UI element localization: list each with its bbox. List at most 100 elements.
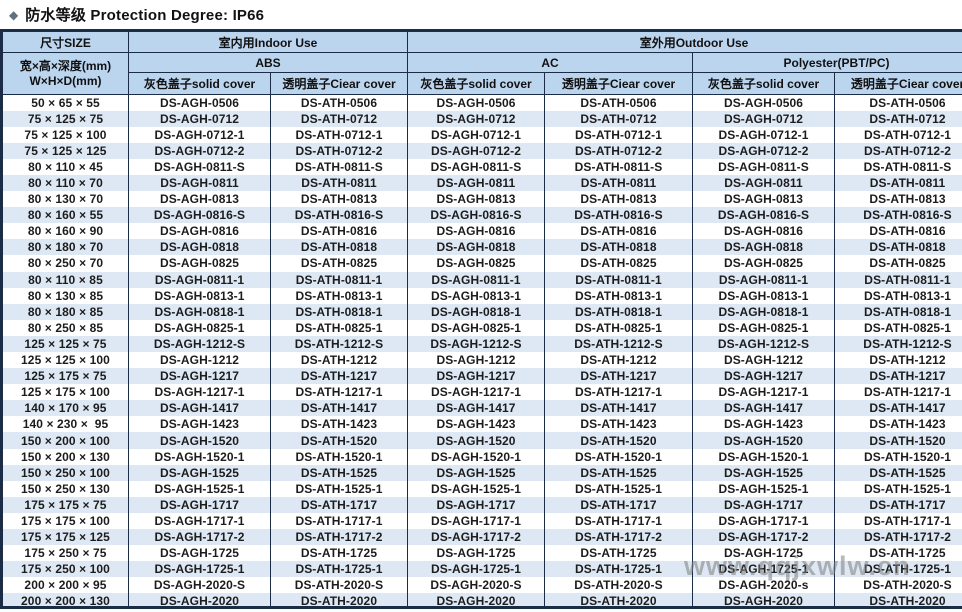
- size-cell: 175 × 250 × 75: [2, 545, 129, 562]
- model-cell: DS-AGH-0818: [692, 239, 835, 256]
- size-cell: 80 × 130 × 85: [2, 287, 129, 304]
- model-cell: DS-AGH-0816-S: [128, 207, 271, 224]
- model-cell: DS-ATH-1417: [270, 400, 408, 417]
- model-cell: DS-ATH-0712-1: [833, 126, 962, 143]
- model-cell: DS-AGH-1212: [692, 352, 835, 369]
- model-cell: DS-AGH-1717-2: [692, 529, 835, 546]
- model-cell: DS-ATH-1520: [833, 432, 962, 449]
- header-material-polyester: Polyester(PBT/PC): [691, 52, 962, 73]
- model-cell: DS-ATH-1525-1: [833, 480, 962, 497]
- model-cell: DS-ATH-1212: [544, 352, 693, 369]
- size-cell: 80 × 110 × 85: [2, 271, 129, 288]
- size-cell: 150 × 200 × 100: [2, 432, 129, 449]
- model-cell: DS-AGH-1217: [407, 368, 545, 385]
- header-indoor-use: 室内用Indoor Use: [128, 31, 408, 53]
- model-cell: DS-AGH-0811-S: [128, 158, 271, 175]
- model-cell: DS-ATH-1525-1: [270, 480, 408, 497]
- model-cell: DS-AGH-0813-1: [407, 287, 545, 304]
- model-cell: DS-AGH-1717-1: [128, 512, 271, 530]
- model-cell: DS-AGH-1725: [128, 545, 271, 562]
- size-cell: 75 × 125 × 100: [2, 126, 129, 143]
- model-cell: DS-AGH-0811-S: [692, 158, 835, 175]
- model-cell: DS-AGH-0813-1: [692, 287, 835, 304]
- model-cell: DS-ATH-0712-2: [833, 142, 962, 159]
- model-cell: DS-AGH-0811: [407, 174, 545, 192]
- model-cell: DS-ATH-0825-1: [544, 319, 693, 336]
- model-cell: DS-ATH-0506: [544, 94, 693, 111]
- model-cell: DS-AGH-1212: [407, 352, 545, 369]
- model-cell: DS-ATH-2020-S: [270, 577, 408, 594]
- model-cell: DS-ATH-1725: [833, 545, 962, 562]
- model-cell: DS-AGH-0506: [692, 94, 835, 111]
- size-cell: 150 × 200 × 130: [2, 448, 129, 465]
- model-cell: DS-AGH-1717-2: [407, 529, 545, 546]
- table-row: 80 × 160 × 55 DS-AGH-0816-S DS-ATH-0816-S D…: [2, 207, 962, 224]
- model-cell: DS-AGH-1725-1: [407, 561, 545, 578]
- table-row: 75 × 125 × 125 DS-AGH-0712-2 DS-ATH-0712-2…: [2, 142, 962, 159]
- model-cell: DS-ATH-1525-1: [544, 480, 693, 497]
- model-cell: DS-ATH-0506: [833, 94, 962, 111]
- model-cell: DS-ATH-0818: [270, 239, 408, 256]
- model-cell: DS-AGH-1725: [692, 545, 835, 562]
- model-cell: DS-ATH-0712: [833, 110, 962, 127]
- model-cell: DS-ATH-1725-1: [544, 561, 693, 578]
- model-cell: DS-ATH-1717: [544, 496, 693, 513]
- model-cell: DS-ATH-0811-S: [544, 158, 693, 175]
- table-row: 140 × 230 × 95 DS-AGH-1423 DS-ATH-1423 DS-A…: [2, 416, 962, 433]
- size-cell: 125 × 125 × 75: [2, 335, 129, 352]
- model-cell: DS-ATH-1717: [833, 496, 962, 513]
- model-cell: DS-AGH-0811: [128, 174, 271, 192]
- model-cell: DS-AGH-1717: [407, 496, 545, 513]
- model-cell: DS-AGH-1520: [128, 432, 271, 449]
- model-cell: DS-ATH-1212-S: [270, 335, 408, 352]
- model-cell: DS-ATH-1217: [544, 368, 693, 385]
- header-outdoor-use: 室外用Outdoor Use: [406, 31, 962, 53]
- model-cell: DS-AGH-0506: [128, 94, 271, 111]
- size-cell: 140 × 230 × 95: [2, 416, 129, 433]
- model-cell: DS-ATH-1717: [270, 496, 408, 513]
- model-cell: DS-AGH-0825-1: [407, 319, 545, 336]
- model-cell: DS-ATH-0813: [544, 191, 693, 208]
- size-cell: 50 × 65 × 55: [2, 94, 129, 111]
- model-cell: DS-AGH-1520-1: [128, 448, 271, 465]
- model-cell: DS-ATH-0811: [833, 174, 962, 192]
- model-cell: DS-ATH-0506: [270, 94, 408, 111]
- model-cell: DS-ATH-1717-1: [270, 512, 408, 530]
- model-cell: DS-AGH-0816-S: [407, 207, 545, 224]
- size-cell: 200 × 200 × 130: [2, 593, 129, 606]
- table-row: 150 × 200 × 100 DS-AGH-1520 DS-ATH-1520 DS-…: [2, 432, 962, 449]
- model-cell: DS-AGH-1725: [407, 545, 545, 562]
- model-cell: DS-ATH-0816-S: [833, 207, 962, 224]
- table-row: 150 × 200 × 130 DS-AGH-1520-1 DS-ATH-1520-…: [2, 448, 962, 465]
- model-cell: DS-AGH-1717-2: [128, 529, 271, 546]
- model-cell: DS-AGH-1717: [692, 496, 835, 513]
- model-cell: DS-AGH-0813: [407, 191, 545, 208]
- model-cell: DS-AGH-1217: [128, 368, 271, 385]
- model-cell: DS-AGH-0816: [128, 223, 271, 240]
- size-cell: 125 × 125 × 100: [2, 352, 129, 369]
- model-cell: DS-ATH-1217-1: [270, 384, 408, 401]
- model-cell: DS-ATH-0712-1: [544, 126, 693, 143]
- model-cell: DS-AGH-1520-1: [407, 448, 545, 465]
- model-cell: DS-AGH-0825-1: [128, 319, 271, 336]
- table-row: 175 × 250 × 100 DS-AGH-1725-1 DS-ATH-1725-…: [2, 561, 962, 578]
- model-cell: DS-AGH-1217-1: [692, 384, 835, 401]
- model-cell: DS-AGH-0825: [407, 255, 545, 272]
- model-cell: DS-AGH-0825: [692, 255, 835, 272]
- model-cell: DS-AGH-1217-1: [407, 384, 545, 401]
- model-cell: DS-AGH-1525-1: [128, 480, 271, 497]
- model-cell: DS-ATH-1423: [270, 416, 408, 433]
- model-cell: DS-ATH-0813-1: [833, 287, 962, 304]
- model-cell: DS-ATH-0811-1: [833, 271, 962, 288]
- model-cell: DS-ATH-1725: [270, 545, 408, 562]
- model-cell: DS-ATH-0811-S: [833, 158, 962, 175]
- model-cell: DS-ATH-1423: [833, 416, 962, 433]
- model-cell: DS-AGH-0811: [692, 174, 835, 192]
- model-cell: DS-ATH-0811-1: [270, 271, 408, 288]
- model-cell: DS-AGH-1423: [692, 416, 835, 433]
- table-row: 175 × 175 × 100 DS-AGH-1717-1 DS-ATH-1717-…: [2, 512, 962, 530]
- model-cell: DS-AGH-1417: [692, 400, 835, 417]
- model-cell: DS-ATH-1525: [544, 464, 693, 481]
- model-cell: DS-ATH-0811: [270, 174, 408, 192]
- model-cell: DS-AGH-0825: [128, 255, 271, 272]
